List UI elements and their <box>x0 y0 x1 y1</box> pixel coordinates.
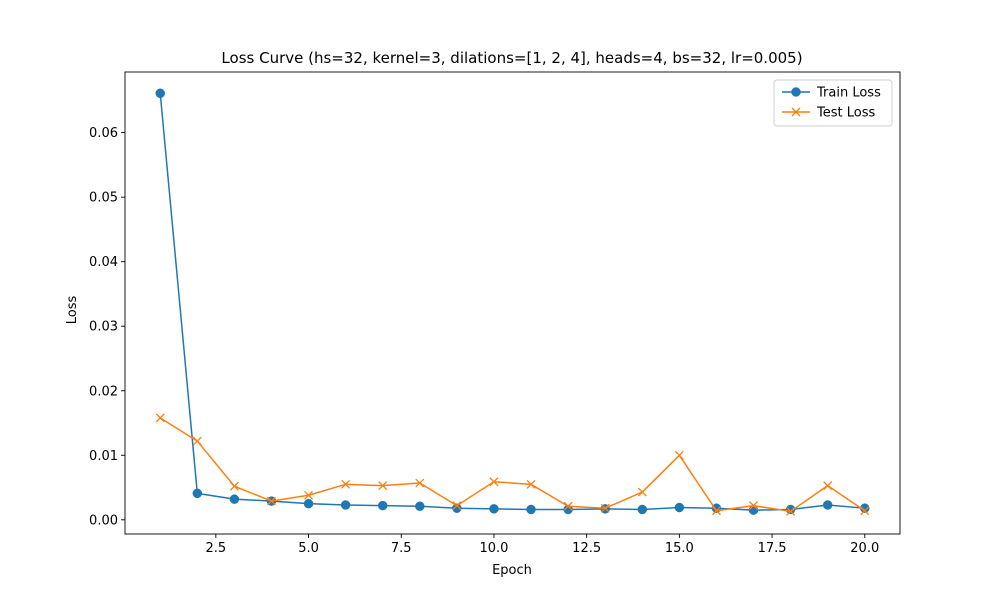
y-axis-label: Loss <box>65 296 80 325</box>
train-loss-point <box>526 504 536 515</box>
test-loss-point <box>304 490 314 500</box>
legend-marker <box>791 107 801 117</box>
train-loss-point <box>637 504 648 515</box>
y-tick-label: 0.02 <box>89 384 118 399</box>
legend-label: Test Loss <box>816 106 875 121</box>
test-loss-point <box>823 481 833 491</box>
test-loss-point <box>749 501 758 511</box>
train-loss-series <box>155 88 870 515</box>
test-loss-line <box>159 417 866 513</box>
train-loss-point <box>452 503 462 513</box>
x-tick-label: 17.5 <box>758 541 787 556</box>
test-loss-point <box>563 501 573 511</box>
test-loss-point <box>155 413 165 423</box>
test-loss-series <box>155 413 870 516</box>
x-tick-label: 12.5 <box>572 541 601 556</box>
y-tick-label: 0.05 <box>89 191 118 206</box>
test-loss-point <box>600 503 610 513</box>
legend-label: Train Loss <box>816 86 881 101</box>
x-tick-label: 7.5 <box>391 541 412 556</box>
y-tick-label: 0.04 <box>89 255 118 270</box>
y-tick-label: 0.06 <box>89 126 118 141</box>
test-loss-point <box>192 436 202 446</box>
train-loss-point <box>748 505 759 515</box>
test-loss-point <box>526 479 536 489</box>
test-loss-point <box>711 506 721 516</box>
train-loss-point <box>415 501 425 512</box>
test-loss-point <box>674 450 684 460</box>
legend-marker <box>791 87 801 97</box>
x-axis-label: Epoch <box>492 563 532 578</box>
plot-frame <box>124 71 901 535</box>
test-loss-point <box>415 478 425 488</box>
train-loss-line <box>159 93 865 511</box>
test-loss-point <box>452 501 462 511</box>
x-tick-label: 15.0 <box>665 541 694 556</box>
y-tick-label: 0.03 <box>89 320 118 335</box>
test-loss-point <box>341 479 351 489</box>
x-tick-label: 20.0 <box>850 541 879 556</box>
train-loss-point <box>377 500 388 511</box>
train-loss-point <box>489 504 499 514</box>
test-loss-point <box>637 487 647 497</box>
legend-item-train-loss: Train Loss <box>782 86 881 101</box>
legend-item-test-loss: Test Loss <box>782 106 875 121</box>
chart-title: Loss Curve (hs=32, kernel=3, dilations=[… <box>221 49 802 67</box>
test-loss-point <box>229 481 239 491</box>
test-loss-point <box>378 481 388 491</box>
legend: Train Loss Test Loss <box>773 79 893 127</box>
train-loss-point <box>303 498 314 509</box>
train-loss-point <box>340 500 351 510</box>
test-loss-point <box>267 496 276 506</box>
train-loss-point <box>563 504 573 515</box>
x-tick-label: 10.0 <box>479 541 508 556</box>
train-loss-point <box>229 494 240 504</box>
x-tick-label: 5.0 <box>298 541 319 556</box>
x-tick-label: 2.5 <box>206 541 227 556</box>
train-loss-point <box>674 502 685 513</box>
y-tick-label: 0.00 <box>89 513 118 528</box>
test-loss-point <box>860 506 870 516</box>
train-loss-point <box>192 488 203 499</box>
test-loss-point <box>489 477 499 487</box>
y-tick-label: 0.01 <box>89 449 118 464</box>
train-loss-point <box>822 500 833 510</box>
plot-area: 2.5 5.0 7.5 10.0 12.5 15.0 17.5 20.0 0.00 0.01 0.0… <box>89 71 901 556</box>
test-loss-point <box>786 506 796 516</box>
train-loss-point <box>155 88 165 99</box>
